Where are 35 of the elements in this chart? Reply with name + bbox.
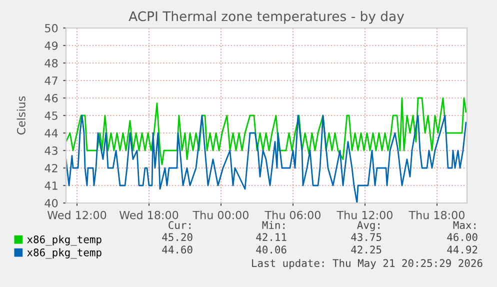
y-tick-label: 45 (44, 112, 58, 120)
text: Min: (262, 220, 284, 229)
legend-label: x86_pkg_temp (27, 248, 102, 259)
legend-label: x86_pkg_temp (27, 235, 102, 246)
text: 43.75 (351, 233, 382, 242)
y-tick-label: 47 (44, 76, 58, 85)
text: Avg: (357, 221, 380, 232)
text: 42.25 (351, 246, 382, 254)
y-tick-label: 46 (44, 94, 58, 102)
y-tick-label: 50 (45, 24, 58, 32)
line-series (66, 97, 467, 166)
x-tick-label: Thu 00:00 (192, 210, 248, 220)
text: 42.11 (256, 233, 286, 241)
x-tick-label: Thu 06:00 (264, 210, 320, 220)
y-tick-label: 40 (44, 198, 58, 208)
text: 44.92 (447, 246, 478, 254)
y-tick-label: 48 (44, 58, 58, 68)
text: Max: (453, 221, 476, 230)
text: Last update: Thu May 21 20:25:29 2026 (252, 258, 482, 270)
y-axis-title: Celsius (16, 96, 26, 135)
x-tick-label: Wed 12:00 (47, 210, 106, 220)
y-tick-label: 44 (44, 129, 58, 138)
y-tick-label: 41 (44, 182, 58, 190)
chart-title: ACPI Thermal zone temperatures - by day (128, 11, 404, 24)
y-tick-label: 42 (44, 164, 58, 172)
x-tick-label: Wed 18:00 (119, 210, 178, 220)
text: Cur: (168, 221, 190, 230)
x-tick-label: Thu 18:00 (408, 210, 464, 220)
x-tick-label: Thu 12:00 (336, 210, 392, 220)
text: 44.60 (162, 246, 192, 254)
y-tick-label: 49 (44, 41, 58, 50)
text: 46.00 (447, 233, 478, 242)
text: 40.06 (256, 246, 286, 254)
y-tick-label: 43 (44, 146, 58, 155)
text: 45.20 (162, 233, 192, 242)
